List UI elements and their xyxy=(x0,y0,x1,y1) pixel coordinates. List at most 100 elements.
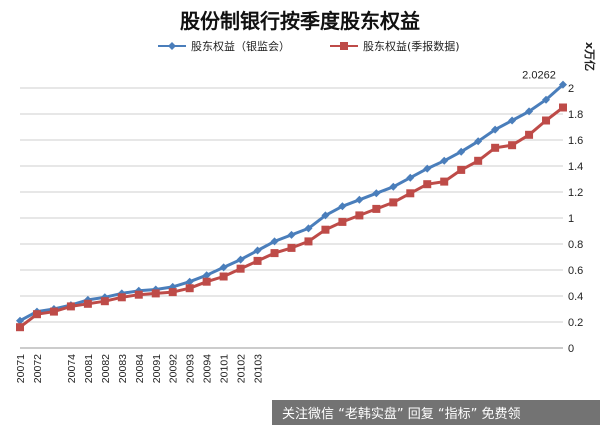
data-point-square xyxy=(389,198,398,207)
data-point-diamond xyxy=(440,156,449,165)
x-tick-label: 20083 xyxy=(117,354,129,383)
x-tick-label: 20092 xyxy=(168,354,180,383)
data-point-diamond xyxy=(338,202,347,211)
x-tick-label: 20091 xyxy=(151,354,163,383)
data-point-diamond xyxy=(491,125,500,134)
legend: 股东权益（银监会） 股东权益(季报数据) xyxy=(158,39,460,53)
data-point-square xyxy=(304,237,313,246)
data-point-square xyxy=(270,249,279,258)
data-point-square xyxy=(338,217,347,226)
data-point-square xyxy=(168,288,177,297)
x-tick-label: 20084 xyxy=(134,354,146,383)
data-point-diamond xyxy=(236,255,245,264)
data-point-diamond xyxy=(406,173,415,182)
data-point-square xyxy=(542,116,551,125)
chart-title: 股份制银行按季度股东权益 xyxy=(180,9,420,33)
data-point-square xyxy=(117,293,126,302)
data-point-square xyxy=(525,130,534,139)
x-tick-label: 20081 xyxy=(83,354,95,383)
data-point-square xyxy=(49,307,58,316)
data-point-square xyxy=(423,180,432,189)
data-point-diamond xyxy=(355,195,364,204)
x-axis-ticks: 20071 20072 20074 20081 20082 20083 20084 20091… xyxy=(15,354,265,383)
x-tick-label: 20093 xyxy=(185,354,197,383)
data-point-diamond xyxy=(542,95,551,104)
x-tick-label: 20072 xyxy=(32,354,44,383)
data-point-square xyxy=(372,204,381,213)
data-point-diamond xyxy=(525,107,534,116)
y-tick-label: 1.8 xyxy=(568,109,583,121)
data-point-square xyxy=(100,297,109,306)
y-tick-label: 0 xyxy=(568,343,574,355)
data-point-square xyxy=(151,289,160,298)
data-point-square xyxy=(287,243,296,252)
data-point-diamond xyxy=(270,237,279,246)
banner-background xyxy=(272,400,600,425)
data-point-diamond xyxy=(253,246,262,255)
data-point-square xyxy=(134,290,143,299)
data-point-square xyxy=(559,103,567,112)
data-point-square xyxy=(83,299,92,308)
data-point-diamond xyxy=(219,263,228,272)
banner-text: 关注微信 “老韩实盘” 回复 “指标” 免费领 xyxy=(282,406,520,422)
data-point-diamond xyxy=(321,211,330,220)
data-point-square xyxy=(32,310,41,319)
y-tick-label: 2 xyxy=(568,83,574,95)
legend-square-icon xyxy=(340,42,348,50)
data-point-diamond xyxy=(457,147,466,156)
legend-diamond-icon xyxy=(168,42,176,50)
legend-label-1: 股东权益（银监会） xyxy=(191,39,290,53)
data-point-square xyxy=(219,272,228,281)
x-tick-label: 20094 xyxy=(202,354,214,383)
x-tick-label: 20082 xyxy=(100,354,112,383)
data-point-square xyxy=(440,177,449,186)
last-value-annotation: 2.0262 xyxy=(522,70,556,82)
data-point-diamond xyxy=(372,189,381,198)
data-point-square xyxy=(185,284,194,293)
data-point-diamond xyxy=(508,116,517,125)
data-point-square xyxy=(474,156,483,165)
data-point-square xyxy=(321,225,330,234)
x-tick-label: 20102 xyxy=(236,354,248,383)
data-point-diamond xyxy=(185,277,194,286)
data-point-square xyxy=(253,256,262,265)
legend-label-2: 股东权益(季报数据) xyxy=(363,39,460,53)
data-point-diamond xyxy=(304,224,313,233)
unit-label: x万亿 xyxy=(583,42,597,71)
y-tick-label: 1.6 xyxy=(568,135,583,147)
y-tick-label: 1 xyxy=(568,213,574,225)
data-point-square xyxy=(202,277,211,286)
y-tick-label: 0.2 xyxy=(568,317,583,329)
data-point-square xyxy=(491,143,500,152)
y-tick-label: 1.2 xyxy=(568,187,583,199)
data-point-square xyxy=(16,323,24,332)
watermark-text: @楼桃之王 xyxy=(26,44,101,62)
data-point-square xyxy=(508,141,517,150)
data-point-square xyxy=(236,264,245,273)
data-point-square xyxy=(355,211,364,220)
data-point-diamond xyxy=(423,164,432,173)
data-point-diamond xyxy=(202,271,211,280)
y-tick-label: 0.8 xyxy=(568,239,583,251)
gridlines xyxy=(20,87,563,349)
y-axis-ticks: 0 0.2 0.4 0.6 0.8 1 1.2 1.4 1.6 1.8 2 xyxy=(568,83,583,355)
data-point-square xyxy=(406,189,415,198)
data-point-diamond xyxy=(474,137,483,146)
y-tick-label: 0.6 xyxy=(568,265,583,277)
series-line-1 xyxy=(19,83,564,323)
series-lines xyxy=(16,80,567,332)
y-tick-label: 1.4 xyxy=(568,161,583,173)
y-tick-label: 0.4 xyxy=(568,291,583,303)
data-point-diamond xyxy=(389,182,398,191)
data-point-square xyxy=(457,165,466,174)
data-point-diamond xyxy=(287,230,296,239)
data-point-diamond xyxy=(16,316,24,325)
x-tick-label: 20101 xyxy=(219,354,231,383)
x-tick-label: 20071 xyxy=(15,354,27,383)
data-point-diamond xyxy=(559,80,567,89)
data-point-square xyxy=(66,302,75,311)
x-tick-label: 20074 xyxy=(66,354,78,383)
x-tick-label: 20103 xyxy=(253,354,265,383)
